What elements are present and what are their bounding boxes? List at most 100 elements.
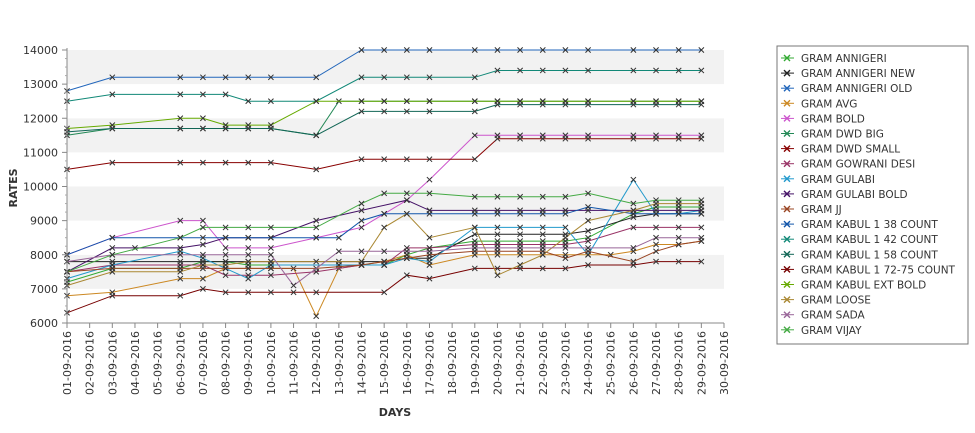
data-point-marker [109, 268, 116, 275]
series-line [66, 70, 702, 102]
data-point-marker [381, 98, 388, 105]
data-point-marker [199, 262, 206, 268]
y-tick-label: 10000 [23, 181, 58, 194]
data-point-marker [494, 265, 501, 272]
data-point-marker [675, 197, 682, 204]
x-tick-label: 14-09-2016 [356, 331, 369, 395]
data-point-marker [403, 108, 410, 115]
data-point-marker [653, 47, 659, 53]
data-point-marker [335, 248, 342, 255]
x-axis-title: DAYS [379, 406, 412, 419]
y-tick-label: 6000 [30, 317, 58, 330]
data-point-marker [653, 234, 659, 241]
data-point-marker [313, 258, 320, 265]
data-point-marker [222, 289, 229, 296]
data-point-marker [109, 251, 116, 258]
data-point-marker [290, 282, 297, 289]
y-tick-label: 7000 [30, 283, 58, 296]
data-point-marker [245, 265, 252, 272]
data-point-marker [177, 217, 184, 224]
data-point-marker [562, 193, 569, 200]
data-point-marker [245, 251, 252, 258]
data-point-marker [517, 262, 524, 268]
data-point-marker [290, 289, 297, 296]
grid-band [67, 50, 724, 85]
legend-label: GRAM DWD BIG [801, 129, 884, 141]
x-tick-label: 29-09-2016 [695, 331, 708, 395]
data-point-marker [403, 156, 410, 163]
data-point-marker [313, 74, 320, 81]
x-tick-label: 02-09-2016 [84, 331, 97, 395]
data-point-marker [630, 135, 637, 142]
data-point-marker [381, 210, 388, 217]
data-point-marker [267, 272, 274, 279]
data-point-marker [562, 255, 569, 262]
data-point-marker [675, 67, 682, 74]
data-point-marker [494, 231, 501, 238]
data-point-marker [562, 265, 569, 272]
legend-marker [783, 190, 791, 198]
legend-marker [783, 326, 791, 334]
x-tick-label: 20-09-2016 [491, 331, 504, 395]
x-tick-label: 10-09-2016 [265, 331, 278, 395]
data-point-marker [630, 262, 637, 268]
x-tick-label: 23-09-2016 [559, 331, 572, 395]
data-point-marker [177, 292, 184, 299]
data-point-marker [177, 115, 184, 122]
data-point-marker [585, 67, 592, 74]
data-point-marker [585, 190, 592, 197]
data-point-marker [426, 234, 433, 241]
data-point-marker [199, 125, 206, 132]
data-point-marker [313, 289, 320, 296]
data-point-marker [313, 234, 320, 241]
x-tick-label: 08-09-2016 [220, 331, 233, 395]
legend-label: GRAM GOWRANI DESI [801, 159, 915, 171]
series-line [66, 49, 702, 92]
data-point-marker [177, 244, 184, 251]
data-point-marker [177, 234, 184, 241]
data-point-marker [426, 108, 433, 115]
x-tick-label: 18-09-2016 [446, 331, 459, 395]
data-point-marker [245, 275, 252, 282]
data-point-marker [471, 156, 478, 163]
data-point-marker [630, 224, 637, 231]
x-tick-label: 09-09-2016 [242, 331, 255, 395]
legend-label: GRAM DWD SMALL [801, 144, 900, 156]
data-point-marker [177, 275, 184, 282]
legend-marker [783, 220, 791, 228]
legend-label: GRAM KABUL 1 42 COUNT [801, 234, 938, 246]
legend-marker [783, 54, 791, 62]
data-point-marker [585, 227, 592, 234]
data-point-marker [222, 224, 229, 231]
data-point-marker [335, 234, 342, 241]
data-point-marker [245, 159, 252, 166]
series-12 [64, 67, 705, 105]
data-point-marker [403, 190, 410, 197]
series-line [66, 261, 702, 314]
data-point-marker [222, 251, 229, 258]
data-point-marker [222, 244, 229, 251]
data-point-marker [358, 258, 365, 265]
data-point-marker [539, 67, 546, 74]
data-point-marker [199, 74, 206, 81]
data-point-marker [585, 217, 592, 224]
data-point-marker [109, 74, 116, 81]
data-point-marker [675, 241, 682, 248]
data-point-marker [245, 289, 252, 296]
data-point-marker [245, 122, 252, 129]
data-point-marker [358, 108, 365, 115]
data-point-marker [358, 248, 365, 255]
x-tick-label: 04-09-2016 [129, 331, 142, 395]
x-tick-label: 01-09-2016 [61, 331, 74, 395]
data-point-marker [177, 251, 184, 258]
data-point-marker [199, 234, 206, 241]
legend-marker [783, 250, 791, 258]
data-point-marker [494, 210, 501, 217]
data-point-marker [698, 210, 705, 217]
data-point-marker [675, 135, 682, 142]
data-point-marker [358, 47, 365, 53]
data-point-marker [426, 176, 433, 183]
data-point-marker [471, 98, 478, 105]
data-point-marker [403, 74, 410, 81]
